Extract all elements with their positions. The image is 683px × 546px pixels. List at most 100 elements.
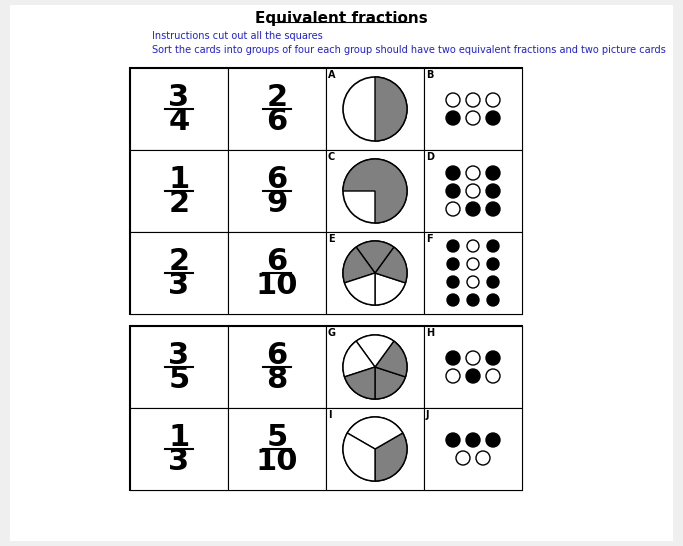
Circle shape [447,240,459,252]
Wedge shape [344,273,375,305]
Bar [130,408,228,490]
Wedge shape [343,341,375,377]
Circle shape [343,417,407,481]
Text: 1: 1 [169,165,190,194]
Bar [228,68,326,150]
Text: 6: 6 [266,247,288,276]
Wedge shape [347,417,403,449]
Bar [130,326,228,408]
Circle shape [343,335,407,399]
Bar [228,326,326,408]
Text: 2: 2 [169,189,190,218]
Circle shape [466,369,480,383]
Circle shape [466,202,480,216]
Circle shape [486,184,500,198]
Circle shape [486,111,500,125]
Circle shape [466,111,480,125]
Circle shape [446,351,460,365]
Circle shape [446,433,460,447]
Circle shape [467,258,479,270]
Text: 10: 10 [255,448,298,477]
Circle shape [487,258,499,270]
Bar [424,326,522,408]
Text: 2: 2 [266,84,288,112]
Bar [424,68,522,150]
Bar [326,326,424,408]
Text: 5: 5 [169,365,190,395]
Wedge shape [375,247,407,283]
Text: J: J [426,410,430,420]
Circle shape [486,202,500,216]
Circle shape [446,202,460,216]
Text: 3: 3 [169,271,190,300]
Bar [130,68,228,150]
Text: F: F [426,234,432,244]
Circle shape [446,369,460,383]
Text: 1: 1 [169,424,190,453]
Wedge shape [375,341,407,377]
Circle shape [466,93,480,107]
Bar [424,150,522,232]
Bar [228,232,326,314]
Bar [424,408,522,490]
Text: 3: 3 [169,448,190,477]
Circle shape [466,166,480,180]
Circle shape [446,111,460,125]
Wedge shape [375,77,407,141]
Circle shape [486,93,500,107]
Text: H: H [426,328,434,338]
Circle shape [486,433,500,447]
Text: Sort the cards into groups of four each group should have two equivalent fractio: Sort the cards into groups of four each … [152,45,666,55]
Circle shape [486,166,500,180]
Bar [130,150,228,232]
Circle shape [467,276,479,288]
Bar [326,408,424,490]
Text: A: A [328,70,335,80]
Circle shape [466,184,480,198]
Text: 5: 5 [266,424,288,453]
Text: 4: 4 [169,108,190,136]
Circle shape [466,433,480,447]
Text: 2: 2 [169,247,190,276]
Circle shape [466,351,480,365]
Circle shape [487,240,499,252]
Text: Instructions cut out all the squares: Instructions cut out all the squares [152,31,323,41]
Circle shape [447,258,459,270]
Circle shape [456,451,470,465]
Circle shape [486,351,500,365]
Wedge shape [375,433,407,481]
Bar [424,232,522,314]
Text: G: G [328,328,336,338]
Bar [326,232,424,314]
Circle shape [446,93,460,107]
Text: 3: 3 [169,341,190,371]
Wedge shape [343,159,407,223]
Circle shape [447,294,459,306]
Wedge shape [343,247,375,283]
Text: B: B [426,70,434,80]
Bar [326,68,424,150]
Wedge shape [357,335,394,367]
Circle shape [446,184,460,198]
Bar [130,326,522,490]
Bar [326,150,424,232]
Wedge shape [344,367,375,399]
Circle shape [486,369,500,383]
Circle shape [343,159,407,223]
Text: D: D [426,152,434,162]
Text: C: C [328,152,335,162]
Circle shape [467,240,479,252]
Circle shape [343,241,407,305]
Circle shape [487,276,499,288]
Circle shape [446,166,460,180]
Text: 9: 9 [266,189,288,218]
Text: I: I [328,410,331,420]
Text: 6: 6 [266,165,288,194]
Text: Equivalent fractions: Equivalent fractions [255,10,428,26]
Bar [228,408,326,490]
Wedge shape [375,273,406,305]
Circle shape [467,294,479,306]
Text: 6: 6 [266,108,288,136]
Text: 6: 6 [266,341,288,371]
Text: 8: 8 [266,365,288,395]
